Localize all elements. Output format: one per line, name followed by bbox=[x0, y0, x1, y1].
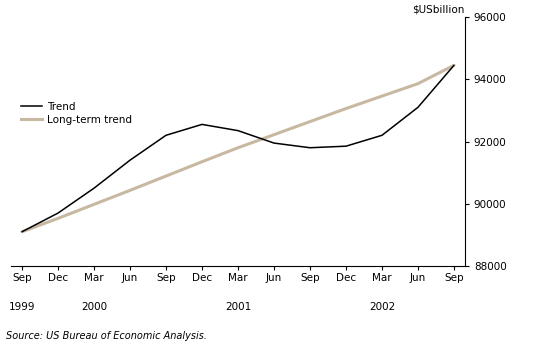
Text: 2002: 2002 bbox=[369, 302, 395, 312]
Text: 1999: 1999 bbox=[9, 302, 35, 312]
Text: Source: US Bureau of Economic Analysis.: Source: US Bureau of Economic Analysis. bbox=[6, 331, 207, 341]
Legend: Trend, Long-term trend: Trend, Long-term trend bbox=[21, 102, 132, 124]
Text: $USbillion: $USbillion bbox=[412, 4, 465, 15]
Text: 2000: 2000 bbox=[81, 302, 107, 312]
Text: 2001: 2001 bbox=[225, 302, 251, 312]
